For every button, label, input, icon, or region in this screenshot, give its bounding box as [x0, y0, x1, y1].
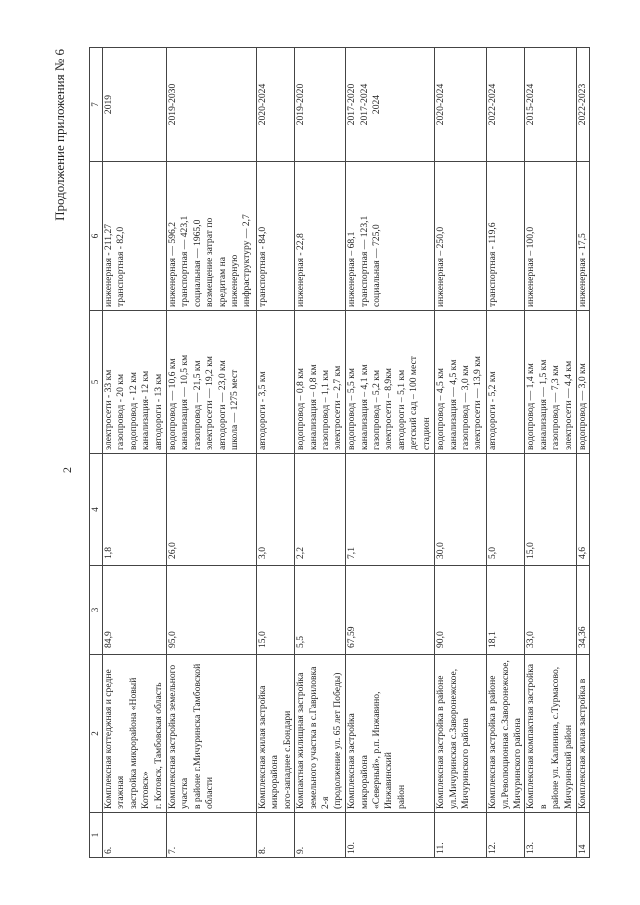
project-name: Комплексная застройка микрорайона «Север…: [345, 654, 435, 813]
table-row: 9. Компактная жилищная застройка земельно…: [294, 47, 346, 858]
costs-list: транспортная - 119,6: [486, 161, 525, 311]
implementation-period: 2020-2024: [256, 47, 295, 162]
area-value: 67,59: [345, 565, 435, 655]
column-4-value: 4,6: [576, 453, 590, 566]
column-4-value: 7,1: [345, 453, 435, 566]
implementation-period: 2017-2020 2017-2024 2024: [345, 47, 435, 162]
implementation-period: 2019-2020: [294, 47, 346, 162]
project-name: Комплексная жилая застройка в: [576, 654, 590, 813]
implementation-period: 2022-2023: [576, 47, 590, 162]
area-value: 5,5: [294, 565, 346, 655]
column-4-value: 26,0: [166, 453, 257, 566]
project-name: Комплексная компактная застройка в район…: [524, 654, 577, 813]
implementation-period: 2020-2024: [434, 47, 487, 162]
row-number: 6.: [102, 812, 167, 858]
costs-list: инженерная – 100,0: [524, 161, 577, 311]
implementation-period: 2022-2024: [486, 47, 525, 162]
area-value: 18,1: [486, 565, 525, 655]
table-row: 13. Комплексная компактная застройка в ра…: [524, 47, 577, 858]
costs-list: инженерная — 596,2 транспортная — 423,1 …: [166, 161, 257, 311]
row-number: 10.: [345, 812, 435, 858]
column-number: 3: [89, 565, 103, 655]
page-number: 2: [60, 467, 74, 473]
project-name: Комплексная коттеджная и средне этажная …: [102, 654, 167, 813]
table-row: 11. Комплексная застройка в районе ул.Мич…: [434, 47, 487, 858]
networks-list: водопровод — 1,4 км канализация — 1,5 км…: [524, 310, 577, 454]
costs-list: транспортная - 84,0: [256, 161, 295, 311]
area-value: 95,0: [166, 565, 257, 655]
implementation-period: 2015-2024: [524, 47, 577, 162]
projects-table: 1 2 3 4 5 6 7 6. Комплексная коттеджная и средне…: [89, 47, 590, 858]
networks-list: водопровод – 4,5 км канализация — 4,5 км…: [434, 310, 487, 454]
appendix-title: Продолжение приложения № 6: [52, 49, 67, 221]
costs-list: инженерная - 17,5: [576, 161, 590, 311]
column-number: 6: [89, 161, 103, 311]
networks-list: автодороги - 3,5 км: [256, 310, 295, 454]
area-value: 34,36: [576, 565, 590, 655]
column-number: 5: [89, 310, 103, 454]
column-4-value: 30,0: [434, 453, 487, 566]
column-number: 2: [89, 654, 103, 813]
networks-list: автодороги - 5,2 км: [486, 310, 525, 454]
networks-list: электросети - 33 км газопровод - 20 км в…: [102, 310, 167, 454]
area-value: 33,0: [524, 565, 577, 655]
column-4-value: 3,0: [256, 453, 295, 566]
column-4-value: 5,0: [486, 453, 525, 566]
column-number: 1: [89, 812, 103, 858]
column-number: 4: [89, 453, 103, 566]
costs-list: инженерная – 250,0: [434, 161, 487, 311]
column-4-value: 2,2: [294, 453, 346, 566]
networks-list: водопровод — 10,6 км канализация — 10,5 …: [166, 310, 257, 454]
costs-list: инженерная - 211,27 транспортная - 82,0: [102, 161, 167, 311]
table-row: 10. Комплексная застройка микрорайона «Се…: [345, 47, 435, 858]
costs-list: инженерная – 68,1 транспортная — 123,1 с…: [345, 161, 435, 311]
table-row: 8. Комплексная жилая застройка микрорайон…: [256, 47, 295, 858]
table-row: 6. Комплексная коттеджная и средне этажна…: [102, 47, 167, 858]
costs-list: инженерная - 22,8: [294, 161, 346, 311]
project-name: Компактная жилищная застройка земельного…: [294, 654, 346, 813]
area-value: 15,0: [256, 565, 295, 655]
implementation-period: 2019: [102, 47, 167, 162]
project-name: Комплексная жилая застройка микрорайона …: [256, 654, 295, 813]
networks-list: водопровод — 3,0 км: [576, 310, 590, 454]
row-number: 14: [576, 812, 590, 858]
area-value: 90,0: [434, 565, 487, 655]
row-number: 8.: [256, 812, 295, 858]
project-name: Комплексная застройка в районе ул.Револю…: [486, 654, 525, 813]
column-4-value: 15,0: [524, 453, 577, 566]
row-number: 12.: [486, 812, 525, 858]
row-number: 11.: [434, 812, 487, 858]
row-number: 9.: [294, 812, 346, 858]
table-row: 7. Комплексная застройка земельного участ…: [166, 47, 257, 858]
row-number: 7.: [166, 812, 257, 858]
networks-list: водопровод – 0,8 км канализация – 0,8 км…: [294, 310, 346, 454]
area-value: 84,9: [102, 565, 167, 655]
networks-list: водопровод – 5,5 км канализация – 4,1 км…: [345, 310, 435, 454]
implementation-period: 2019-2030: [166, 47, 257, 162]
column-4-value: 1,8: [102, 453, 167, 566]
project-name: Комплексная застройка земельного участка…: [166, 654, 257, 813]
project-name: Комплексная застройка в районе ул.Мичури…: [434, 654, 487, 813]
table-row: 14 Комплексная жилая застройка в 34,36 4,6 в…: [576, 47, 590, 858]
row-number: 13.: [524, 812, 577, 858]
table-row: 12. Комплексная застройка в районе ул.Рев…: [486, 47, 525, 858]
column-number: 7: [89, 47, 103, 162]
